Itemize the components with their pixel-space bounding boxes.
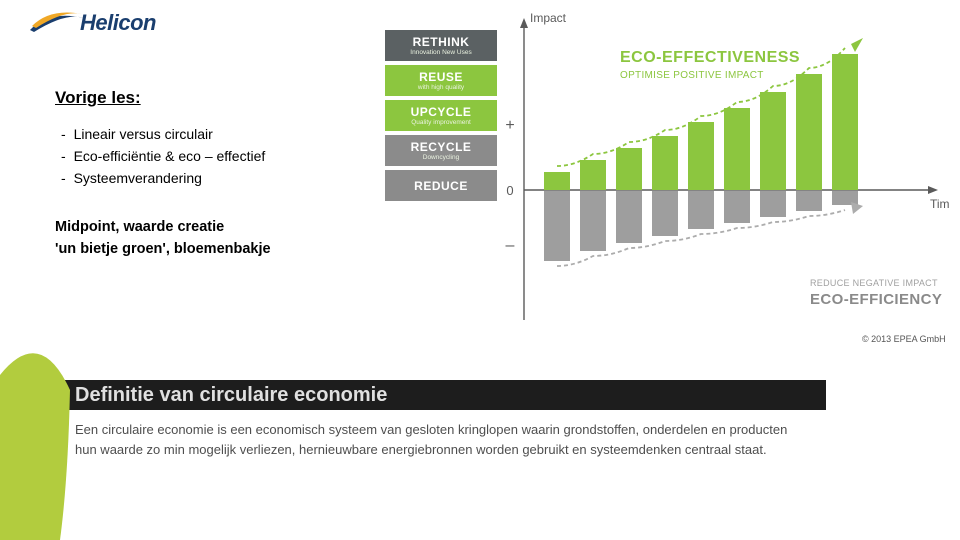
logo: Helicon xyxy=(28,8,188,38)
previous-lesson-heading: Vorige les: xyxy=(55,88,365,108)
stack-cell-recycle: RECYCLE Downcycling xyxy=(385,135,497,166)
logo-swoosh-icon xyxy=(28,8,86,38)
svg-text:–: – xyxy=(506,237,515,254)
svg-text:ECO-EFFICIENCY: ECO-EFFICIENCY xyxy=(810,291,942,308)
svg-text:0: 0 xyxy=(506,183,513,198)
midpoint-line: 'un bietje groen', bloemenbakje xyxy=(55,238,365,260)
stack-cell-upcycle: UPCYCLE Quality improvement xyxy=(385,100,497,131)
stack-sub: Downcycling xyxy=(423,154,460,161)
svg-text:ECO-EFFECTIVENESS: ECO-EFFECTIVENESS xyxy=(620,49,800,66)
stack-sub: Innovation New Uses xyxy=(410,49,471,56)
impact-diagram: +0 – Impact Time ECO-EFFECTIVENESS OPTIMISE P… xyxy=(500,10,950,332)
stack-title: RETHINK xyxy=(413,35,470,49)
stack-sub: Quality improvement xyxy=(411,119,471,126)
definition-body: Een circulaire economie is een economisc… xyxy=(0,410,826,488)
stack-title: UPCYCLE xyxy=(411,105,472,119)
svg-text:Impact: Impact xyxy=(530,11,567,25)
stack-title: RECYCLE xyxy=(411,140,472,154)
bullet-item: Lineair versus circulair xyxy=(61,126,365,142)
midpoint-line: Midpoint, waarde creatie xyxy=(55,216,365,238)
logo-text: Helicon xyxy=(80,10,156,36)
svg-text:REDUCE NEGATIVE IMPACT: REDUCE NEGATIVE IMPACT xyxy=(810,278,938,288)
stack-title: REDUCE xyxy=(414,179,468,193)
bullet-item: Systeemverandering xyxy=(61,170,365,186)
svg-text:OPTIMISE POSITIVE IMPACT: OPTIMISE POSITIVE IMPACT xyxy=(620,70,764,81)
definition-title: Definitie van circulaire economie xyxy=(75,384,387,407)
definition-text: Een circulaire economie is een economisc… xyxy=(75,420,806,459)
r-ladder-stack: RETHINK Innovation New Uses REUSE with h… xyxy=(385,30,497,205)
stack-title: REUSE xyxy=(419,70,463,84)
left-text-block: Vorige les: Lineair versus circulair Eco… xyxy=(55,88,365,261)
stack-cell-reduce: REDUCE xyxy=(385,170,497,201)
diagram-copyright: © 2013 EPEA GmbH xyxy=(862,334,946,344)
definition-block: Definitie van circulaire economie Een ci… xyxy=(0,380,960,500)
bullet-item: Eco-efficiëntie & eco – effectief xyxy=(61,148,365,164)
svg-text:+: + xyxy=(505,117,514,134)
stack-sub: with high quality xyxy=(418,84,464,91)
svg-text:Time: Time xyxy=(930,197,950,211)
stack-cell-reuse: REUSE with high quality xyxy=(385,65,497,96)
bullet-list: Lineair versus circulair Eco-efficiëntie… xyxy=(61,126,365,186)
midpoint-text: Midpoint, waarde creatie 'un bietje groe… xyxy=(55,216,365,261)
stack-cell-rethink: RETHINK Innovation New Uses xyxy=(385,30,497,61)
definition-title-bar: Definitie van circulaire economie xyxy=(0,380,826,410)
